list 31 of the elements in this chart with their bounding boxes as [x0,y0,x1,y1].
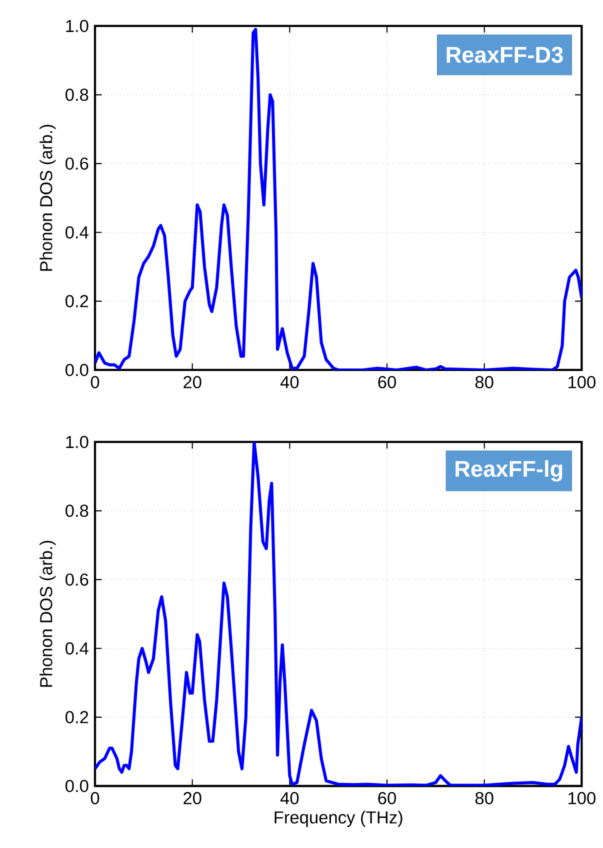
y-tick-label: 0.0 [66,364,88,376]
y-tick-label: 0.8 [66,504,88,517]
y-axis-title: Phonon DOS (arb.) [40,124,56,271]
x-tick-label: 100 [568,792,596,804]
x-tick-label: 40 [280,792,299,804]
x-tick-label: 0 [90,792,100,804]
y-tick-label: 0.8 [66,88,88,101]
x-tick-label: 80 [475,792,494,804]
x-tick-label: 60 [378,792,396,804]
y-tick-label: 0.6 [66,157,88,170]
x-tick-label: 80 [475,376,494,388]
y-tick-label: 0.0 [66,780,88,792]
y-tick-label: 0.4 [66,226,88,239]
y-tick-label: 0.4 [66,642,88,655]
y-tick-label: 0.2 [66,295,88,308]
x-tick-label: 40 [280,376,299,388]
y-tick-label: 1.0 [66,436,88,448]
y-tick-label: 0.2 [66,711,88,724]
y-tick-label: 1.0 [66,20,88,32]
annotation: ReaxFF-lg [456,460,562,482]
x-tick-label: 20 [184,792,202,804]
y-axis-title: Phonon DOS (arb.) [40,540,56,687]
annotation: ReaxFF-D3 [446,46,563,63]
x-tick-label: 20 [184,376,202,388]
x-tick-label: 0 [90,376,100,388]
line-series [95,28,582,370]
line-series [95,442,582,786]
x-tick-label: 100 [568,376,596,388]
x-tick-label: 60 [378,376,396,388]
y-tick-label: 0.6 [66,573,88,586]
x-axis-title: Frequency (THz) [274,810,402,827]
